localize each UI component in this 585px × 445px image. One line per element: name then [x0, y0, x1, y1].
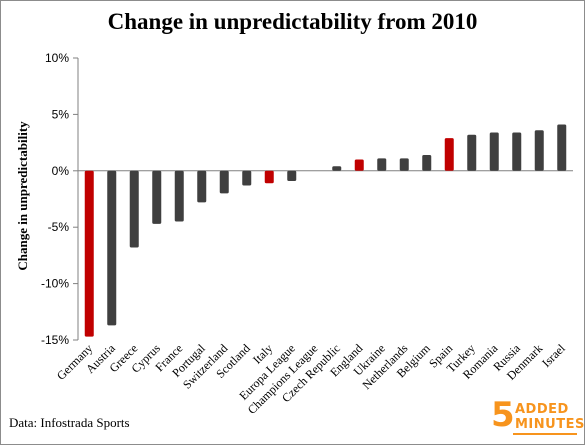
y-tick-label: -10% [41, 277, 69, 291]
chart-title: Change in unpredictability from 2010 [107, 9, 478, 34]
bar-portugal [197, 170, 207, 203]
bar-france [174, 170, 184, 222]
y-tick-label: -5% [48, 220, 70, 234]
bar-spain [444, 138, 454, 171]
logo-word-added: ADDED [515, 402, 569, 417]
bar-belgium [422, 155, 432, 171]
logo-number: 5 [491, 395, 515, 435]
x-tick-label: Israel [539, 341, 568, 370]
bar-greece [129, 170, 139, 248]
bar-cyprus [152, 170, 162, 224]
bar-denmark [534, 130, 544, 171]
bar-austria [107, 170, 117, 326]
bar-italy [264, 170, 274, 184]
source-note: Data: Infostrada Sports [9, 415, 130, 430]
bar-europa-league [287, 170, 297, 181]
bar-scotland [242, 170, 252, 186]
bar-czech-republic [332, 166, 342, 171]
bar-netherlands [399, 158, 409, 171]
bar-england [354, 159, 364, 171]
bar-turkey [467, 134, 477, 171]
y-tick-label: 10% [45, 51, 69, 65]
bar-switzerland [219, 170, 229, 194]
bar-ukraine [377, 158, 387, 171]
logo-word-minutes: MINUTES [515, 417, 585, 432]
logo-underline [513, 433, 577, 435]
bar-germany [84, 170, 94, 337]
y-tick-label: -15% [41, 333, 69, 347]
y-tick-label: 0% [52, 164, 70, 178]
bar-israel [557, 124, 567, 171]
bar-romania [489, 132, 499, 171]
five-added-minutes-logo: 5 ADDED MINUTES [491, 398, 584, 438]
y-tick-label: 5% [52, 107, 70, 121]
bar-russia [512, 132, 522, 171]
